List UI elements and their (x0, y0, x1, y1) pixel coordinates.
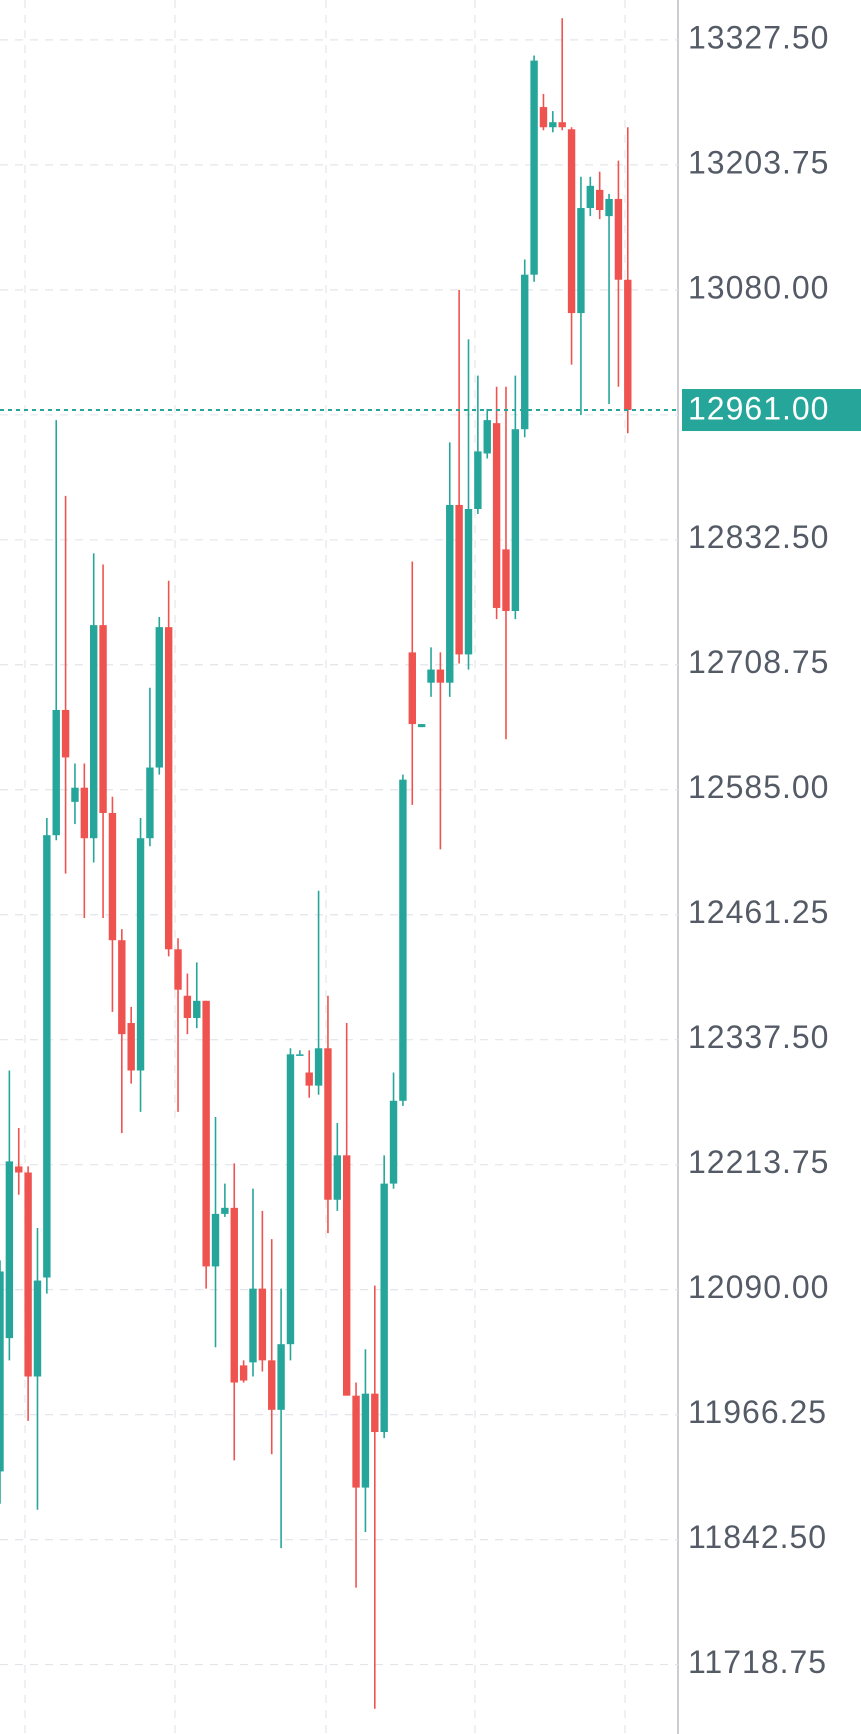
candle-body (333, 1155, 342, 1200)
candle-body (371, 1393, 379, 1433)
y-tick-label: 13080.00 (688, 269, 829, 305)
candle-body (164, 627, 173, 950)
candle-body (539, 107, 548, 128)
candle-body (258, 1288, 267, 1361)
candle-body (108, 812, 117, 941)
candle-body (230, 1207, 238, 1383)
candle-body (511, 429, 520, 611)
candle-body (521, 274, 529, 430)
candle-body (202, 1000, 210, 1267)
candle-body (277, 1344, 285, 1410)
candle-body (296, 1054, 304, 1056)
candle-body (90, 625, 98, 839)
y-tick-label: 12090.00 (688, 1269, 829, 1305)
y-tick-label: 13327.50 (688, 19, 829, 55)
candle-body (71, 787, 79, 802)
candle-body (15, 1166, 23, 1173)
candle-body (33, 1280, 42, 1377)
candle-body (577, 208, 585, 314)
last-price-label: 12961.00 (688, 390, 829, 426)
y-tick-label: 12708.75 (688, 644, 829, 680)
candle-body (427, 669, 435, 683)
candle-body (455, 504, 463, 655)
y-tick-label: 13203.75 (688, 144, 829, 180)
candle-body (549, 122, 557, 128)
candle-body (239, 1365, 248, 1381)
candle-body (464, 508, 473, 655)
candle-body (286, 1054, 295, 1345)
y-tick-label: 11966.25 (688, 1394, 827, 1430)
candle-body (502, 549, 510, 611)
candle-body (221, 1207, 229, 1214)
candle-body (567, 129, 576, 314)
candle-body (446, 504, 454, 683)
candle-body (52, 709, 60, 836)
candle-body (408, 652, 416, 725)
candle-body (183, 995, 192, 1018)
candle-body (474, 451, 482, 509)
candle-body (389, 1100, 398, 1184)
candle-body (80, 787, 89, 839)
last-price-box (682, 389, 861, 432)
candle-body (586, 185, 595, 209)
candle-body (399, 779, 407, 1101)
candle-body (361, 1393, 370, 1488)
y-tick-label: 11718.75 (688, 1644, 827, 1680)
candle-body (342, 1155, 351, 1396)
y-tick-label: 12585.00 (688, 769, 829, 805)
candle-body (136, 838, 145, 1071)
candle-body (380, 1183, 388, 1433)
candle-body (305, 1072, 313, 1086)
candle-body (558, 122, 566, 128)
candle-body (595, 189, 604, 211)
candle-body (530, 60, 538, 275)
candle-body (417, 724, 426, 728)
y-tick-label: 11842.50 (688, 1519, 827, 1555)
candle-body (174, 949, 182, 990)
candle-body (614, 198, 623, 280)
candle-body (24, 1172, 32, 1377)
candle-body (352, 1395, 360, 1488)
candle-body (268, 1360, 276, 1410)
y-tick-label: 12337.50 (688, 1019, 829, 1055)
candle-body (155, 627, 163, 768)
candle-body (483, 420, 491, 454)
candle-body (0, 1271, 4, 1472)
y-tick-label: 12461.25 (688, 894, 829, 930)
vertical-grid (24, 0, 626, 1734)
candle-body (436, 669, 445, 683)
candle-body (118, 940, 126, 1035)
candle-body (193, 1000, 201, 1018)
candle-body (492, 423, 501, 608)
candle-body (61, 709, 70, 758)
candle-body (43, 835, 51, 1278)
candle-body (314, 1048, 323, 1086)
candle-body (5, 1161, 14, 1339)
candle-body (324, 1048, 332, 1200)
candle-body (146, 767, 154, 839)
y-tick-label: 12213.75 (688, 1144, 829, 1180)
candle-body (249, 1288, 257, 1363)
candle-body (605, 198, 613, 217)
candle-body (127, 1023, 135, 1071)
candle-body (211, 1213, 220, 1267)
y-tick-label: 12832.50 (688, 519, 829, 555)
candle-body (99, 625, 107, 813)
candle-body (624, 279, 632, 411)
